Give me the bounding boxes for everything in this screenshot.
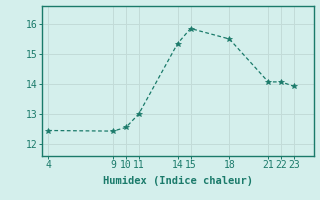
X-axis label: Humidex (Indice chaleur): Humidex (Indice chaleur) — [103, 176, 252, 186]
